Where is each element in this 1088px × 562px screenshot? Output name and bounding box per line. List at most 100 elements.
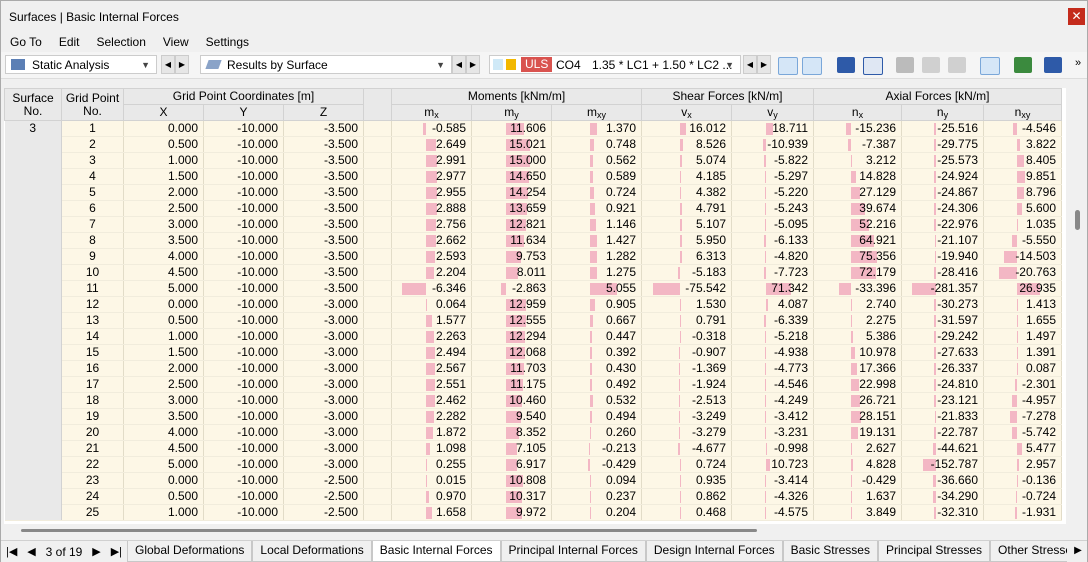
table-cell: 22.998 <box>813 376 902 393</box>
cell-value: -3.500 <box>323 169 358 183</box>
tool-button[interactable] <box>837 57 855 73</box>
cell-value: 2.955 <box>435 185 466 199</box>
cell-value: 12.959 <box>509 297 546 311</box>
scroll-thumb[interactable] <box>21 529 757 532</box>
tool-button[interactable] <box>896 57 914 73</box>
next-button[interactable]: ▶ <box>757 55 771 74</box>
menu-item[interactable]: Edit <box>58 35 80 49</box>
horizontal-scrollbar[interactable] <box>4 524 1066 538</box>
dropdown-text: Static Analysis <box>32 58 110 72</box>
cell-value: 5.055 <box>605 281 636 295</box>
value-bar <box>425 155 437 167</box>
tool-button[interactable] <box>948 57 966 73</box>
tab[interactable]: Other Stresses <box>990 541 1067 562</box>
cell-value: 0.724 <box>695 457 726 471</box>
table-cell: 1.098 <box>391 440 472 457</box>
prev-button[interactable]: ◀ <box>27 546 36 558</box>
combination-dropdown[interactable]: ULS CO4 1.35 * LC1 + 1.50 * LC2 ... ▼ <box>489 55 741 74</box>
cell-value: -10.000 <box>237 409 278 423</box>
cell-value: 3.000 <box>167 217 198 231</box>
tool-button[interactable] <box>1014 57 1032 73</box>
prev-button[interactable]: ◀ <box>452 55 466 74</box>
next-button[interactable]: ▶ <box>175 55 189 74</box>
menu-item[interactable]: Selection <box>96 35 146 49</box>
spacer-cell <box>363 232 392 249</box>
cell-value: -3.500 <box>323 121 358 135</box>
cell-value: 1.000 <box>167 329 198 343</box>
value-bar <box>923 459 937 471</box>
next-button[interactable]: ▶ <box>92 546 101 558</box>
tabs-next[interactable]: ▶ <box>1074 545 1082 556</box>
table-cell: -7.723 <box>731 264 814 281</box>
tab[interactable]: Basic Internal Forces <box>371 541 501 562</box>
value-bar <box>425 443 430 455</box>
tab[interactable]: Design Internal Forces <box>645 541 783 562</box>
cell-value: -0.429 <box>861 473 896 487</box>
tab[interactable]: Global Deformations <box>127 541 253 562</box>
cell-value: -10.000 <box>237 185 278 199</box>
table-cell: 2.977 <box>391 168 472 185</box>
table-cell: -25.573 <box>901 152 984 169</box>
prev-button[interactable]: ◀ <box>161 55 175 74</box>
tool-button[interactable] <box>863 57 883 75</box>
tab[interactable]: Local Deformations <box>252 541 372 562</box>
tool-button[interactable] <box>1044 57 1062 73</box>
table-cell: 1.275 <box>551 264 642 281</box>
table-cell: 3.500 <box>123 408 204 425</box>
table-cell: -20.763 <box>983 264 1063 281</box>
tool-button[interactable] <box>802 57 822 75</box>
table-cell: 19.131 <box>813 424 902 441</box>
menu-item[interactable]: Go To <box>10 35 42 49</box>
table-cell: -4.773 <box>731 360 814 377</box>
table-cell: 0.494 <box>551 408 642 425</box>
table-cell: -3.500 <box>283 264 364 281</box>
table-cell: 10.317 <box>471 488 552 505</box>
table-cell: -27.633 <box>901 344 984 361</box>
menu-item[interactable]: View <box>162 35 189 49</box>
table-cell: 8.405 <box>983 152 1063 169</box>
value-bar <box>850 363 858 375</box>
table-cell: 15.000 <box>471 152 552 169</box>
vertical-scrollbar[interactable] <box>1069 88 1086 524</box>
table-cell: -3.500 <box>283 280 364 297</box>
tool-button[interactable] <box>922 57 940 73</box>
cell-value: -10.000 <box>237 425 278 439</box>
analysis-dropdown[interactable]: Static Analysis ▼ <box>5 55 157 74</box>
close-button[interactable]: ✕ <box>1068 8 1085 25</box>
tab[interactable]: Principal Internal Forces <box>500 541 646 562</box>
table-cell: 9.851 <box>983 168 1063 185</box>
table-cell: 0.667 <box>551 312 642 329</box>
menu-item[interactable]: Settings <box>205 35 250 49</box>
tab[interactable]: Basic Stresses <box>782 541 878 562</box>
value-bar <box>505 331 526 343</box>
table-cell: 1.000 <box>123 328 204 345</box>
cell-value: 7.105 <box>515 441 546 455</box>
scroll-thumb[interactable] <box>1075 210 1080 230</box>
table-cell: 6.313 <box>641 248 732 265</box>
tool-button[interactable] <box>980 57 1000 75</box>
table-cell: 39.674 <box>813 200 902 217</box>
table-cell: -10.000 <box>203 168 284 185</box>
cell-value: -152.787 <box>930 457 978 471</box>
next-button[interactable]: ▶ <box>466 55 480 74</box>
last-button[interactable]: ▶| <box>110 546 123 558</box>
tool-button[interactable] <box>778 57 798 75</box>
tab[interactable]: Principal Stresses <box>877 541 991 562</box>
value-bar <box>1011 427 1017 439</box>
value-bar <box>850 171 857 183</box>
results-dropdown[interactable]: Results by Surface ▼ <box>200 55 452 74</box>
spacer-cell <box>363 216 392 233</box>
overflow-button[interactable]: » <box>1075 57 1082 69</box>
value-bar <box>652 283 680 295</box>
cell-value: -5.220 <box>773 185 808 199</box>
value-bar <box>679 363 681 375</box>
table-cell: 13.659 <box>471 200 552 217</box>
prev-button[interactable]: ◀ <box>743 55 757 74</box>
first-button[interactable]: |◀ <box>5 546 18 558</box>
cell-value: 8.352 <box>515 425 546 439</box>
value-bar <box>1012 123 1017 135</box>
cell-value: 3.500 <box>167 409 198 423</box>
value-bar <box>505 475 523 487</box>
table-cell: -5.095 <box>731 216 814 233</box>
